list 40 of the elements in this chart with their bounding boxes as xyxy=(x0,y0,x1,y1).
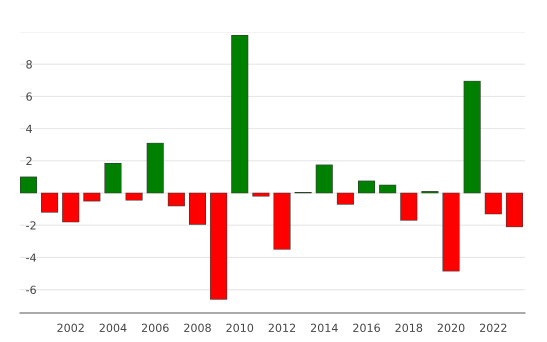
bar xyxy=(126,192,143,201)
x-tick-label: 2012 xyxy=(268,324,296,332)
x-tick-label: 2010 xyxy=(226,324,254,332)
y-tick-label: 6 xyxy=(26,92,32,101)
bar xyxy=(336,192,354,205)
bar xyxy=(484,192,502,214)
bar xyxy=(83,192,100,202)
bar xyxy=(146,142,164,194)
y-tick-label: -6 xyxy=(26,286,36,294)
bar xyxy=(188,192,206,225)
x-tick-label: 2022 xyxy=(480,324,506,332)
y-tick-label: 2 xyxy=(26,156,32,166)
x-tick-label: 2002 xyxy=(57,324,84,332)
bar xyxy=(316,164,333,194)
x-tick-label: 2018 xyxy=(395,324,422,332)
y-tick-label: 8 xyxy=(26,60,32,69)
y-tick-label: 4 xyxy=(26,124,32,133)
bar xyxy=(442,192,460,272)
bar xyxy=(210,192,228,300)
x-tick-label: 2008 xyxy=(184,324,211,332)
bar xyxy=(231,34,248,194)
bar xyxy=(358,180,376,194)
bar xyxy=(104,162,122,194)
bar xyxy=(20,176,37,194)
bar xyxy=(273,192,291,250)
bar xyxy=(41,192,58,213)
bar xyxy=(252,192,270,197)
x-tick-label: 2006 xyxy=(142,324,169,332)
bar xyxy=(379,184,396,194)
y-tick-label: -4 xyxy=(26,254,36,262)
bar xyxy=(62,192,80,222)
x-tick-label: 2020 xyxy=(438,324,464,332)
x-tick-label: 2014 xyxy=(310,324,338,332)
x-tick-label: 2004 xyxy=(100,324,126,332)
bar xyxy=(506,192,523,228)
bar xyxy=(400,192,418,221)
y-tick-label: -2 xyxy=(26,221,36,230)
x-tick-label: 2016 xyxy=(353,324,380,332)
bar xyxy=(168,192,185,206)
bar xyxy=(464,80,481,194)
